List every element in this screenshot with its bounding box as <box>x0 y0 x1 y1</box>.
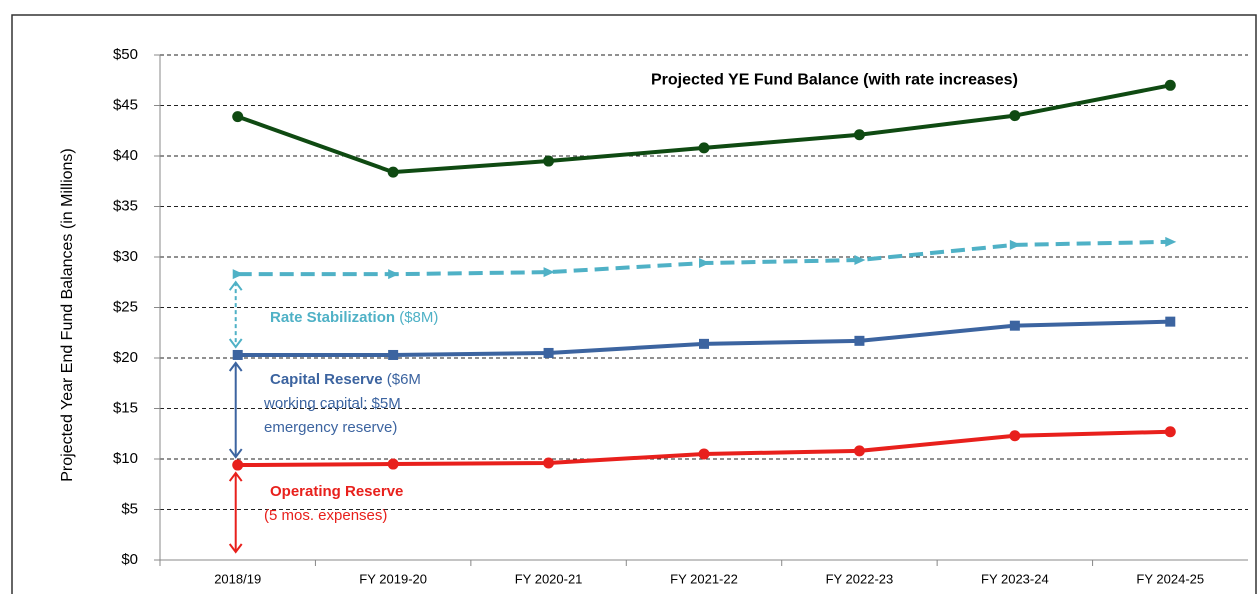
marker <box>543 347 554 358</box>
marker <box>232 111 244 123</box>
y-tick-label: $35 <box>113 197 138 214</box>
y-tick-label: $0 <box>121 551 138 568</box>
arrow-head <box>228 448 243 459</box>
annotation: Operating Reserve (5 mos. expenses) <box>264 483 403 524</box>
annotation-line: working capital; $5M <box>263 395 401 412</box>
marker <box>543 457 555 469</box>
arrow-head <box>228 543 243 554</box>
marker <box>387 458 399 470</box>
series-line <box>237 319 1171 357</box>
annotation-bold: Operating Reserve <box>270 483 403 500</box>
x-tick-label: 2018/19 <box>214 571 261 586</box>
arrow-head <box>228 338 243 349</box>
marker <box>1009 110 1021 122</box>
x-tick-label: FY 2023-24 <box>981 571 1049 586</box>
marker <box>543 155 555 167</box>
marker <box>388 349 399 360</box>
marker <box>1165 236 1177 247</box>
annotation-line: ($8M) <box>395 309 438 326</box>
series-line <box>237 429 1171 468</box>
marker <box>1009 320 1020 331</box>
x-tick-label: FY 2021-22 <box>670 571 738 586</box>
marker <box>1164 79 1176 91</box>
marker <box>699 258 710 269</box>
x-tick-label: FY 2020-21 <box>515 571 583 586</box>
marker <box>388 269 400 280</box>
marker <box>232 269 244 280</box>
arrow-head <box>228 280 243 291</box>
y-tick-label: $20 <box>113 349 138 366</box>
marker <box>854 335 865 346</box>
marker <box>698 448 710 460</box>
marker <box>232 459 244 471</box>
y-axis-label: Projected Year End Fund Balances (in Mil… <box>59 148 76 482</box>
marker <box>698 142 710 154</box>
annotation-bold: Rate Stabilization <box>270 309 395 326</box>
arrow-head <box>228 471 243 482</box>
marker <box>232 349 243 360</box>
annotation: Capital Reserve ($6M working capital; $5M… <box>263 371 421 436</box>
marker <box>543 267 555 278</box>
annotation-line: ($6M <box>383 371 421 388</box>
y-tick-label: $25 <box>113 298 138 315</box>
y-tick-label: $45 <box>113 96 138 113</box>
y-tick-label: $10 <box>113 450 138 467</box>
marker <box>1164 426 1176 438</box>
annotation: Rate Stabilization ($8M) <box>270 309 438 326</box>
annotation-line: emergency reserve) <box>264 419 397 436</box>
marker <box>387 166 399 178</box>
y-tick-label: $15 <box>113 399 138 416</box>
series-label: Projected YE Fund Balance (with rate inc… <box>651 72 1018 89</box>
series-line <box>237 239 1171 277</box>
x-tick-label: FY 2022-23 <box>826 571 894 586</box>
y-tick-label: $50 <box>113 46 138 63</box>
annotation-bold: Capital Reserve <box>270 371 383 388</box>
annotation-line: (5 mos. expenses) <box>264 507 387 524</box>
y-tick-label: $40 <box>113 147 138 164</box>
marker <box>854 255 866 266</box>
y-tick-label: $5 <box>121 500 138 517</box>
chart-border <box>11 14 1257 594</box>
x-tick-label: FY 2024-25 <box>1136 571 1204 586</box>
marker <box>1009 430 1021 442</box>
arrow-head <box>228 361 243 372</box>
marker <box>1165 316 1176 327</box>
marker <box>1009 239 1021 250</box>
marker <box>853 445 865 457</box>
marker <box>853 129 865 141</box>
x-tick-label: FY 2019-20 <box>359 571 427 586</box>
y-tick-label: $30 <box>113 248 138 265</box>
series-line <box>237 83 1171 175</box>
marker <box>699 338 709 349</box>
